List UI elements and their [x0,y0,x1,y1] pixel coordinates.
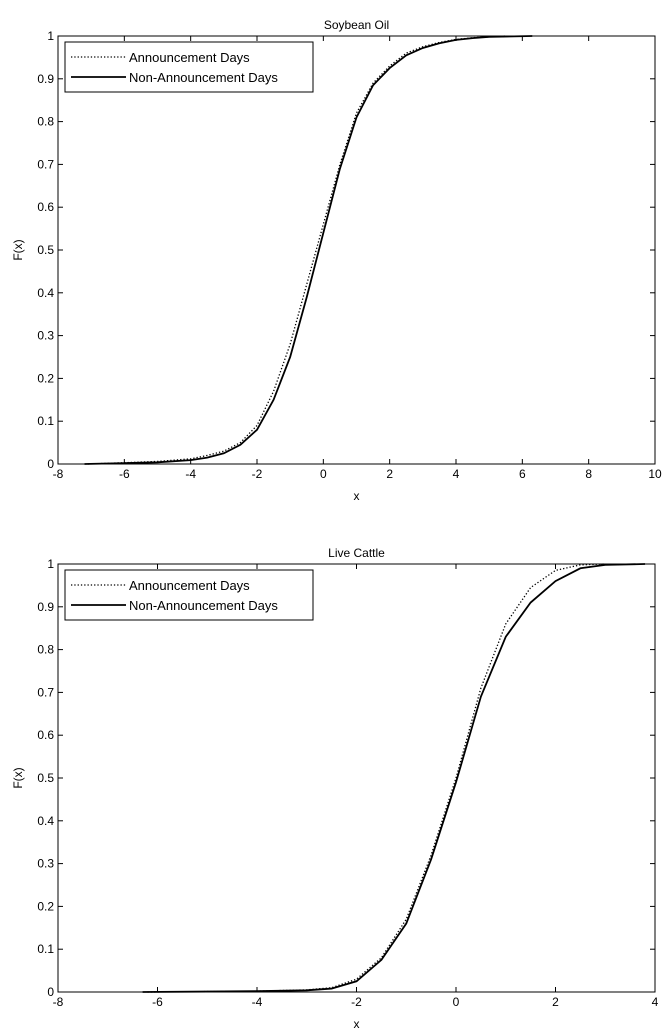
plot-frame [57,35,656,465]
x-tick-label: 4 [453,467,460,481]
x-axis-label: x [354,1017,360,1031]
y-tick-label: 0.2 [37,899,54,913]
y-tick-label: 1 [47,29,54,43]
x-tick-label: -6 [119,467,130,481]
y-tick-label: 0.7 [37,157,54,171]
chart-soybean-oil: Soybean Oil -8 -6 -4 -2 0 2 4 6 8 10 0 0.1 0.2 0.3 0.4 0… [11,18,662,503]
y-tick-label: 0 [47,457,54,471]
y-tick-label: 0.1 [37,942,54,956]
x-tick-label: -4 [185,467,196,481]
legend: Announcement Days Non-Announcement Days [64,569,314,621]
legend-label: Non-Announcement Days [129,70,278,85]
y-tick-label: 0.8 [37,115,54,129]
x-tick-label: 0 [453,995,460,1009]
y-axis-label: F(x) [11,767,25,788]
y-tick-label: 0.3 [37,857,54,871]
y-tick-label: 0.2 [37,371,54,385]
series-line-announcement-days [147,563,606,993]
y-tick-label: 0 [47,985,54,999]
x-tick-label: 0 [320,467,327,481]
y-tick-label: 1 [47,557,54,571]
legend-label: Announcement Days [129,578,250,593]
x-tick-label: 2 [386,467,393,481]
legend-label: Announcement Days [129,50,250,65]
chart-title: Soybean Oil [324,18,389,32]
x-tick-label: 10 [648,467,662,481]
legend: Announcement Days Non-Announcement Days [64,41,314,93]
y-tick-label: 0.5 [37,771,54,785]
y-tick-label: 0.6 [37,728,54,742]
series-line-non-announcement-days [142,563,646,993]
x-tick-label: -8 [53,467,64,481]
y-tick-label: 0.4 [37,286,54,300]
y-tick-label: 0.3 [37,329,54,343]
x-tick-label: -8 [53,995,64,1009]
plot-frame [57,563,656,993]
legend-label: Non-Announcement Days [129,598,278,613]
x-tick-label: 8 [585,467,592,481]
y-tick-label: 0.8 [37,643,54,657]
chart-live-cattle: Live Cattle -8 -6 -4 -2 0 2 4 0 0.1 0.2 0.3 0.4 0.5 0.… [11,546,659,1031]
x-tick-label: 2 [552,995,559,1009]
x-axis-label: x [354,489,360,503]
legend-box [64,41,314,93]
y-tick-label: 0.7 [37,685,54,699]
x-tick-label: -2 [351,995,362,1009]
x-tick-label: 6 [519,467,526,481]
y-tick-label: 0.1 [37,414,54,428]
chart-title: Live Cattle [328,546,385,560]
y-tick-label: 0.6 [37,200,54,214]
x-tick-label: -6 [152,995,163,1009]
y-tick-label: 0.5 [37,243,54,257]
x-tick-label: -2 [252,467,263,481]
x-tick-label: -4 [252,995,263,1009]
y-tick-label: 0.4 [37,814,54,828]
series-line-non-announcement-days [84,35,533,465]
y-axis-label: F(x) [11,239,25,260]
x-tick-label: 4 [652,995,659,1009]
y-tick-label: 0.9 [37,600,54,614]
legend-box [64,569,314,621]
y-tick-label: 0.9 [37,72,54,86]
